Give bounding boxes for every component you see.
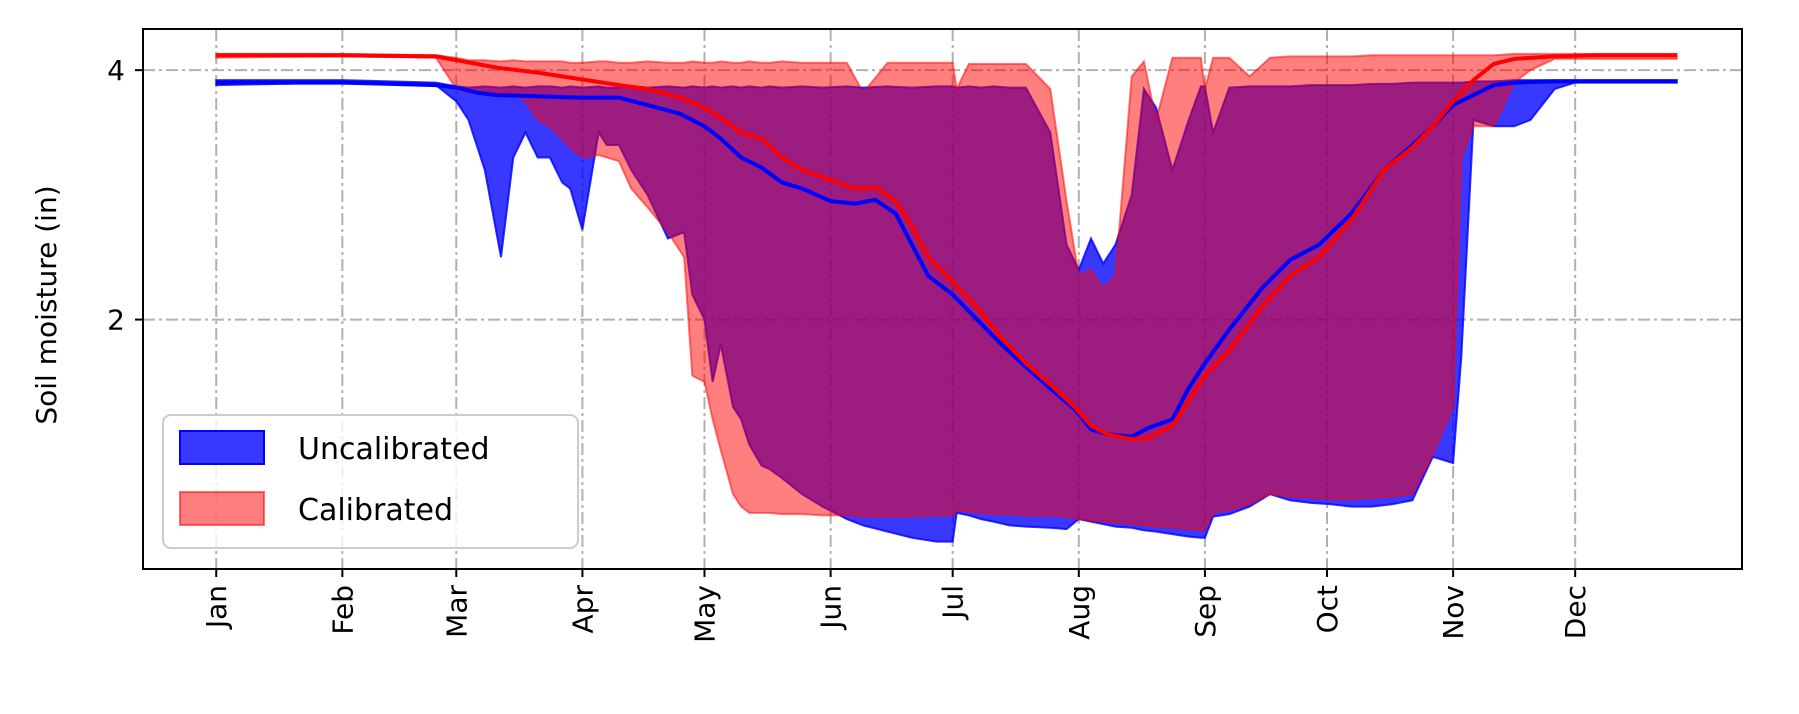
legend-swatch-uncalibrated — [179, 430, 265, 465]
x-tick-label: Dec — [1559, 585, 1592, 639]
x-tick-label: Apr — [566, 585, 599, 634]
legend-frame — [162, 414, 579, 549]
legend-label-uncalibrated: Uncalibrated — [298, 432, 490, 467]
x-tick-label: Feb — [326, 585, 359, 635]
lines — [216, 53, 1677, 442]
x-tick-label: Jul — [937, 585, 970, 621]
legend-swatch-calibrated — [179, 491, 265, 526]
y-tick-label: 4 — [107, 54, 125, 87]
x-tick-label: Mar — [440, 585, 473, 638]
x-tick-label: Jan — [200, 585, 233, 630]
x-tick-label: Nov — [1437, 585, 1470, 640]
x-tick-label: Aug — [1063, 585, 1096, 640]
plot-frame — [142, 28, 1743, 570]
x-axis: Jan Feb Mar Apr May Jun Jul Aug Sep Oct Nov Dec — [200, 569, 1592, 643]
y-axis: 24 — [107, 54, 143, 337]
median-line-3 — [216, 53, 1677, 442]
x-tick-label: Oct — [1311, 585, 1344, 633]
x-tick-label: May — [688, 585, 721, 643]
legend-label-calibrated: Calibrated — [298, 493, 453, 528]
legend: Uncalibrated Calibrated — [162, 414, 579, 549]
x-tick-label: Sep — [1189, 585, 1222, 638]
x-tick-label: Jun — [815, 585, 848, 631]
y-axis-label: Soil moisture (in) — [30, 185, 63, 424]
y-tick-label: 2 — [107, 304, 125, 337]
